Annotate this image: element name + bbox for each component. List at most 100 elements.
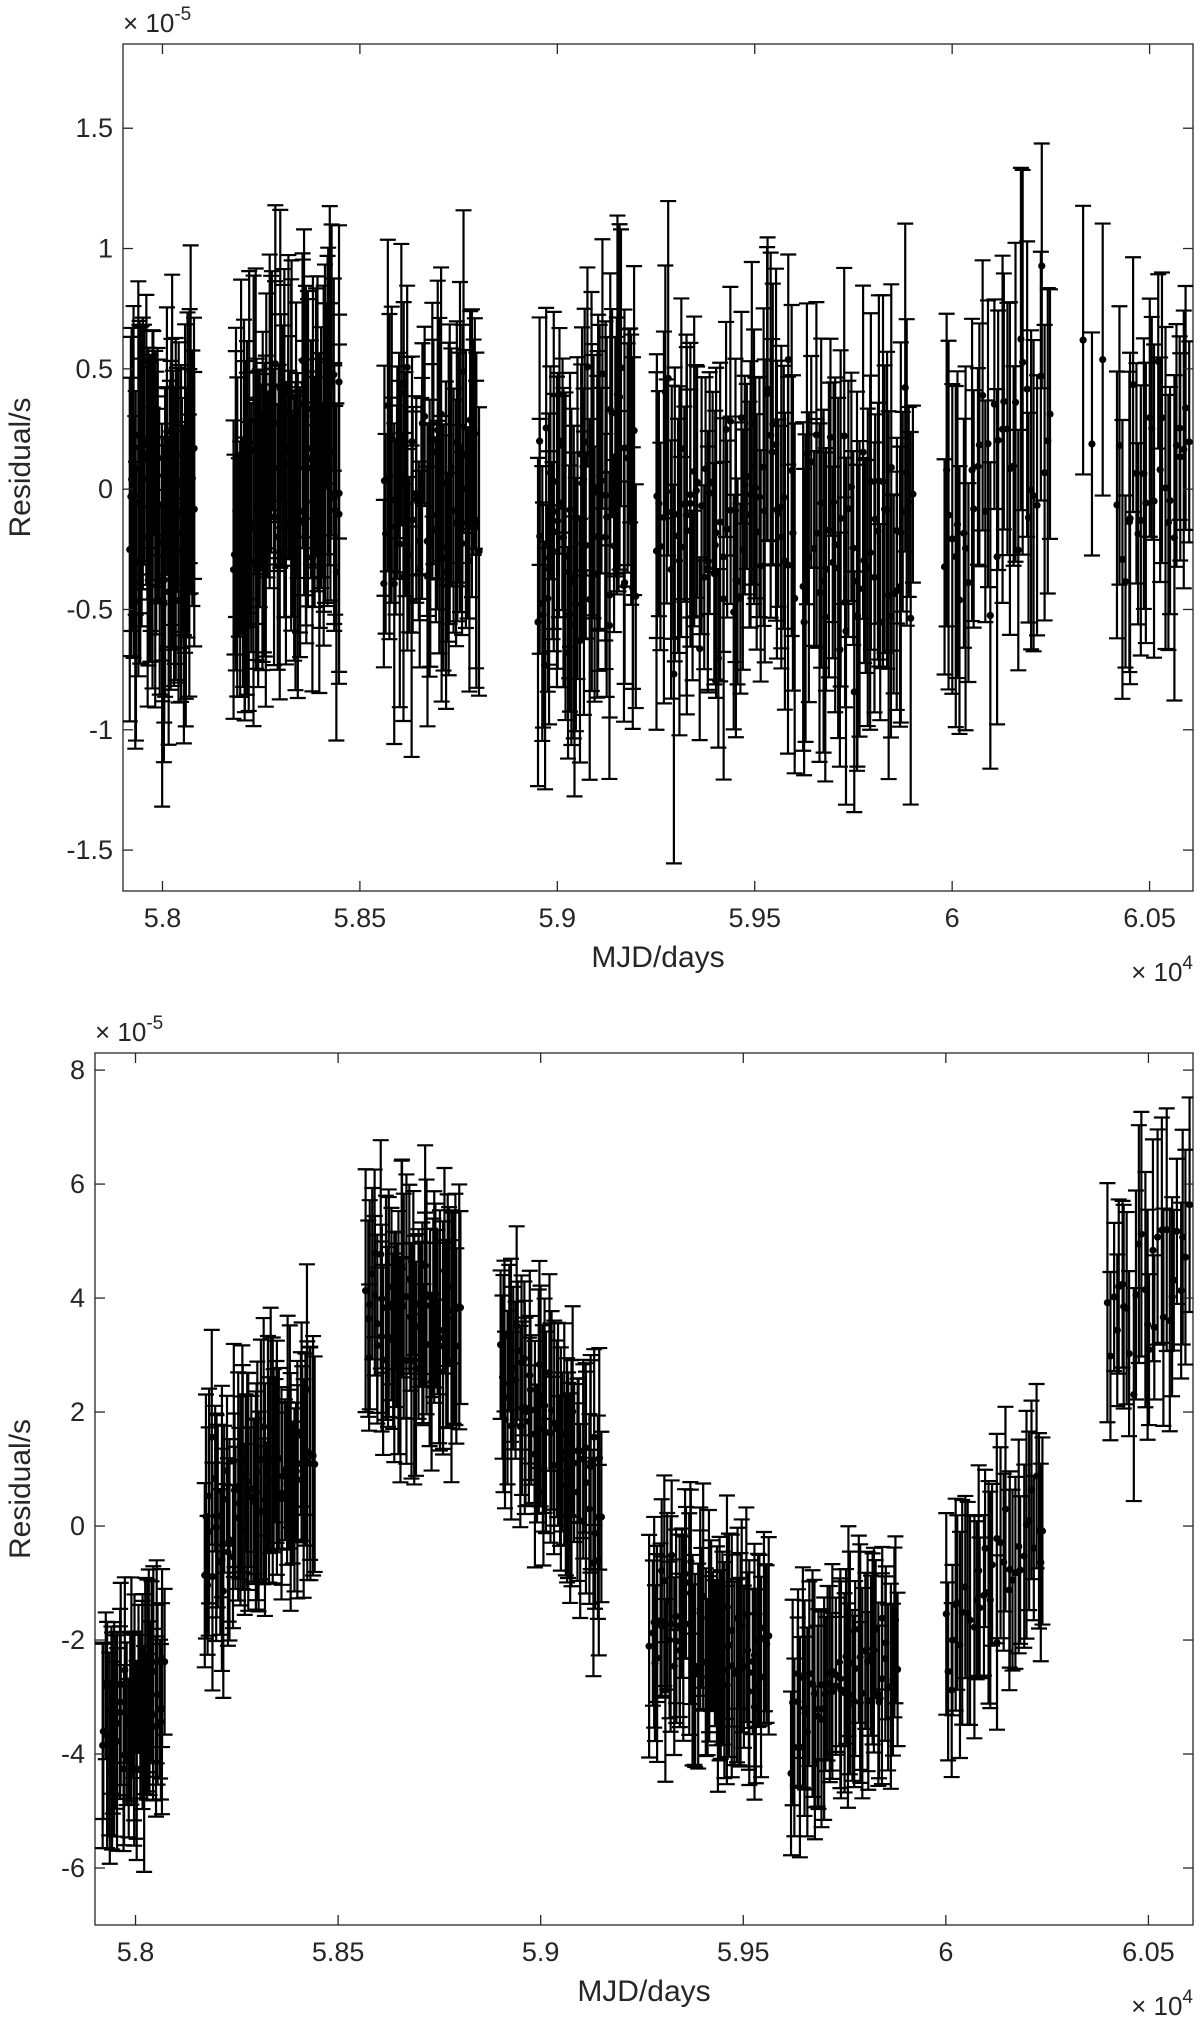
data-point xyxy=(831,541,839,549)
data-point xyxy=(617,364,625,372)
data-point xyxy=(944,1667,952,1676)
data-point xyxy=(630,426,638,435)
data-point xyxy=(527,1406,535,1414)
data-point xyxy=(1159,1313,1167,1321)
data-point xyxy=(1110,1293,1118,1301)
data-point xyxy=(1079,336,1087,344)
data-point xyxy=(1163,1226,1171,1234)
x-axis-label: MJD/days xyxy=(591,941,724,974)
data-point xyxy=(867,477,875,486)
data-point xyxy=(875,1698,883,1706)
data-point xyxy=(976,1604,984,1612)
data-point xyxy=(390,580,398,588)
data-point xyxy=(1149,1246,1157,1254)
data-point xyxy=(1033,501,1041,509)
data-point xyxy=(1145,1346,1153,1354)
data-point xyxy=(1126,514,1134,523)
data-point xyxy=(751,484,759,492)
x-tick-label: 5.95 xyxy=(717,1937,770,1967)
data-point xyxy=(970,505,978,513)
data-point xyxy=(475,547,483,556)
data-point xyxy=(550,507,558,516)
data-point xyxy=(822,565,830,573)
y-tick-label: -4 xyxy=(61,1739,85,1769)
data-point xyxy=(1121,577,1130,586)
data-point xyxy=(1000,397,1008,406)
y-tick-label: -6 xyxy=(61,1853,85,1883)
data-point xyxy=(378,1295,386,1303)
data-point xyxy=(774,509,782,517)
y-tick-label: -2 xyxy=(61,1625,85,1655)
data-point xyxy=(597,1513,605,1521)
data-point xyxy=(1023,385,1031,393)
data-point xyxy=(570,1459,578,1467)
data-point xyxy=(1158,414,1166,422)
x-exponent-label: × 104 xyxy=(1131,953,1193,987)
y-tick-label: 0 xyxy=(70,1511,85,1541)
data-point xyxy=(974,462,982,471)
y-tick-label: 0 xyxy=(98,474,113,504)
data-point xyxy=(722,425,730,434)
data-point xyxy=(796,1743,804,1751)
data-point xyxy=(693,478,701,486)
y-tick-label: -1 xyxy=(89,715,113,745)
y-tick-label: 8 xyxy=(70,1055,85,1085)
x-tick-label: 6 xyxy=(945,903,960,933)
data-point xyxy=(790,1743,798,1752)
data-point xyxy=(964,578,973,587)
data-point xyxy=(979,391,987,399)
data-point xyxy=(294,1460,302,1468)
data-point xyxy=(780,493,788,501)
data-point xyxy=(1173,1227,1181,1235)
x-tick-label: 6.05 xyxy=(1123,903,1176,933)
x-tick-label: 5.85 xyxy=(312,1937,365,1967)
data-point xyxy=(859,448,867,456)
data-point xyxy=(755,493,764,501)
data-point xyxy=(1137,516,1145,525)
y-tick-label: 4 xyxy=(70,1283,85,1313)
data-point xyxy=(670,670,678,678)
data-point xyxy=(1137,1230,1145,1238)
data-point xyxy=(844,505,852,513)
data-point xyxy=(590,1433,598,1441)
data-point xyxy=(1038,262,1046,270)
data-point xyxy=(521,1408,530,1416)
data-point xyxy=(994,436,1002,444)
data-point xyxy=(948,535,956,543)
data-point xyxy=(719,553,727,561)
data-point xyxy=(723,525,731,533)
y-axis-label: Residual/s xyxy=(4,397,37,537)
plot-frame xyxy=(94,1052,1194,1926)
data-point xyxy=(304,445,312,453)
data-point xyxy=(113,1737,121,1745)
data-point xyxy=(986,611,994,620)
data-point xyxy=(1115,441,1124,450)
data-point xyxy=(813,529,821,537)
data-point xyxy=(840,432,848,440)
data-point xyxy=(944,511,953,519)
data-point xyxy=(887,463,895,472)
data-point xyxy=(208,1572,217,1581)
data-point xyxy=(765,1632,773,1640)
data-point xyxy=(784,561,792,569)
data-point xyxy=(909,490,917,498)
x-tick-label: 5.9 xyxy=(522,1937,560,1967)
data-point xyxy=(1185,1201,1193,1209)
data-point xyxy=(832,1682,840,1690)
data-point xyxy=(696,645,704,653)
data-point xyxy=(907,614,915,622)
data-point xyxy=(1181,1253,1190,1261)
data-point xyxy=(645,1642,653,1650)
data-point xyxy=(984,440,992,448)
data-point xyxy=(745,1669,753,1677)
data-point xyxy=(1029,492,1038,500)
data-point xyxy=(805,1670,813,1678)
data-point xyxy=(878,1614,886,1622)
data-point xyxy=(540,1402,549,1410)
data-point xyxy=(712,529,720,537)
data-point xyxy=(409,516,417,524)
plot-frame xyxy=(122,43,1194,892)
y-exponent-label: × 10-5 xyxy=(95,1013,163,1047)
x-tick-label: 5.85 xyxy=(334,903,387,933)
